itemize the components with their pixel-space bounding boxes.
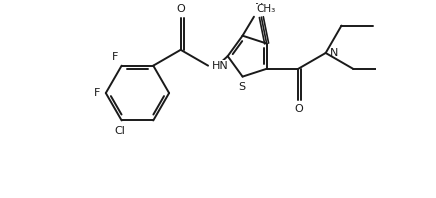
Text: O: O [176,4,185,14]
Text: N: N [255,3,263,12]
Text: HN: HN [211,61,228,71]
Text: F: F [112,52,118,62]
Text: O: O [294,105,303,114]
Text: N: N [330,48,338,58]
Text: CH₃: CH₃ [256,4,276,14]
Text: F: F [94,88,100,98]
Text: Cl: Cl [114,126,125,136]
Text: S: S [238,82,245,92]
